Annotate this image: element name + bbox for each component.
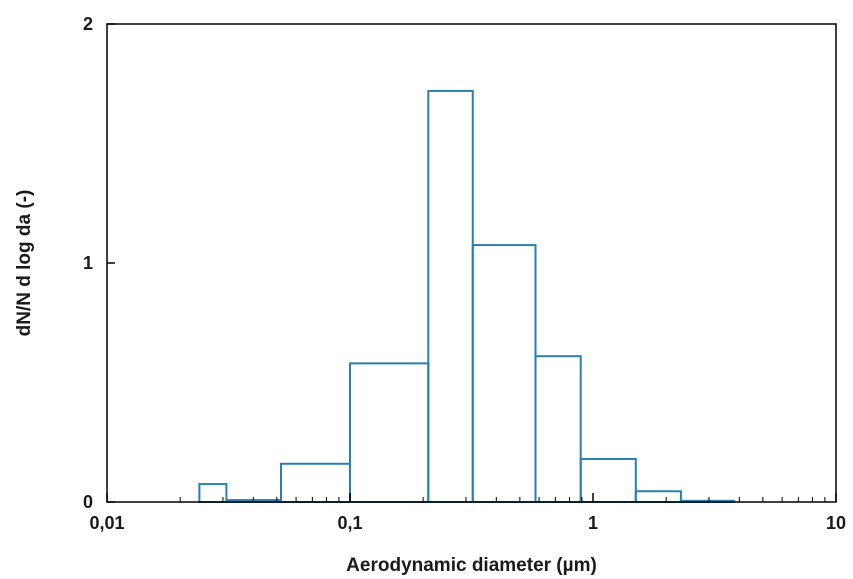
histogram-bar: [198, 483, 228, 504]
y-tick-label: 2: [83, 14, 93, 34]
histogram-bar: [534, 355, 582, 503]
x-tick-label: 0,1: [337, 513, 362, 533]
x-axis-title: Aerodynamic diameter (µm): [346, 555, 597, 576]
x-tick-label: 0,01: [89, 513, 124, 533]
x-tick-label: 10: [826, 513, 846, 533]
histogram-bar: [579, 457, 637, 504]
histogram-bar: [634, 490, 682, 503]
y-axis-ticks: 0 1 2: [83, 14, 115, 512]
plot-area-frame: [106, 23, 837, 503]
histogram-bar: [349, 362, 430, 503]
histogram-bar: [279, 462, 351, 504]
histogram-bar: [427, 89, 474, 503]
x-axis-ticks: 0,01 0,1 1 10: [89, 493, 846, 533]
x-tick-label: 1: [588, 513, 598, 533]
y-axis-title: dN/N d log da (-): [14, 190, 35, 337]
histogram-bar: [471, 244, 537, 503]
y-tick-label: 1: [83, 253, 93, 273]
bars-group: [198, 89, 735, 504]
y-tick-label: 0: [83, 492, 93, 512]
